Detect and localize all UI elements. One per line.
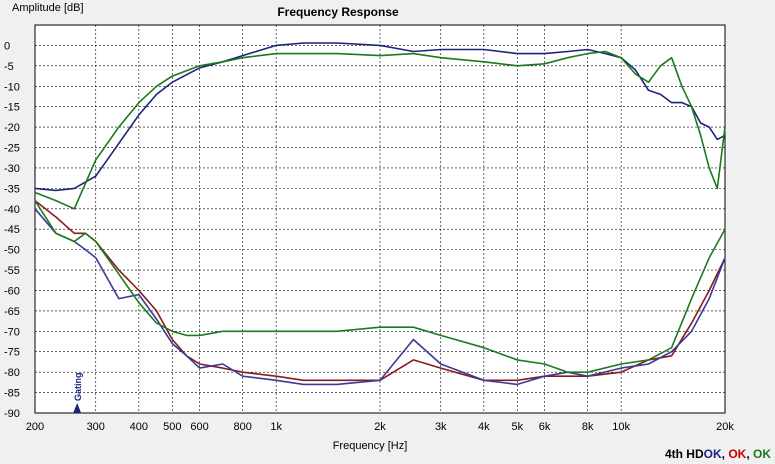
x-tick-label: 20k bbox=[716, 421, 734, 433]
series-line-4 bbox=[34, 208, 726, 386]
y-axis-label: Amplitude [dB] bbox=[12, 2, 84, 14]
status-ok-2: OK bbox=[728, 447, 747, 461]
x-axis-label: Frequency [Hz] bbox=[333, 440, 408, 452]
x-tick-labels: 200 300 400 500 600 800 1k 2k 3k 4k 5k 6k 8k 10k 20k bbox=[26, 421, 735, 433]
gating-marker-triangle bbox=[73, 403, 82, 413]
status-label: 4th HD bbox=[664, 447, 704, 461]
y-tick-label: -35 bbox=[4, 183, 20, 195]
y-tick-label: -30 bbox=[4, 163, 20, 175]
grid-lines bbox=[35, 25, 725, 413]
gating-marker: Gating bbox=[73, 373, 83, 413]
status-sep-1: , bbox=[721, 447, 725, 461]
series-line-5 bbox=[34, 200, 726, 374]
y-tick-label: -65 bbox=[4, 306, 20, 318]
x-tick-label: 4k bbox=[478, 421, 490, 433]
harmonic-status: 4th HDOK, OK, OK bbox=[665, 447, 771, 461]
chart-title: Frequency Response bbox=[277, 5, 399, 19]
y-tick-label: -90 bbox=[4, 408, 20, 420]
x-tick-label: 800 bbox=[234, 421, 252, 433]
y-tick-label: -75 bbox=[4, 347, 20, 359]
y-tick-label: -50 bbox=[4, 245, 20, 257]
y-tick-label: -40 bbox=[4, 204, 20, 216]
y-tick-label: 0 bbox=[4, 40, 10, 52]
x-tick-label: 5k bbox=[511, 421, 523, 433]
y-tick-label: -85 bbox=[4, 388, 20, 400]
y-tick-label: -55 bbox=[4, 265, 20, 277]
series-line-1 bbox=[34, 42, 726, 192]
x-tick-label: 500 bbox=[163, 421, 181, 433]
status-ok-1: OK bbox=[703, 447, 722, 461]
y-tick-label: -60 bbox=[4, 285, 20, 297]
y-tick-label: -20 bbox=[4, 122, 20, 134]
x-tick-label: 8k bbox=[582, 421, 594, 433]
y-tick-label: -15 bbox=[4, 102, 20, 114]
status-sep-2: , bbox=[746, 447, 750, 461]
y-tick-label: -10 bbox=[4, 81, 20, 93]
x-tick-label: 6k bbox=[539, 421, 551, 433]
series-line-3 bbox=[34, 199, 726, 382]
status-ok-3: OK bbox=[753, 447, 771, 461]
x-tick-label: 200 bbox=[26, 421, 44, 433]
y-tick-label: -45 bbox=[4, 224, 20, 236]
x-tick-label: 300 bbox=[87, 421, 105, 433]
x-tick-label: 1k bbox=[270, 421, 282, 433]
x-tick-label: 2k bbox=[374, 421, 386, 433]
y-tick-label: -5 bbox=[4, 61, 14, 73]
x-tick-label: 3k bbox=[435, 421, 447, 433]
y-tick-label: -70 bbox=[4, 326, 20, 338]
x-tick-label: 10k bbox=[612, 421, 630, 433]
series-lines bbox=[34, 42, 726, 386]
y-tick-labels: 0 -5 -10 -15 -20 -25 -30 -35 -40 -45 -50 -55 -60 -65 -… bbox=[4, 40, 20, 420]
x-tick-label: 400 bbox=[130, 421, 148, 433]
gating-label: Gating bbox=[73, 373, 83, 402]
y-tick-label: -25 bbox=[4, 143, 20, 155]
y-tick-label: -80 bbox=[4, 367, 20, 379]
x-tick-label: 600 bbox=[190, 421, 208, 433]
series-line-2 bbox=[34, 50, 726, 210]
